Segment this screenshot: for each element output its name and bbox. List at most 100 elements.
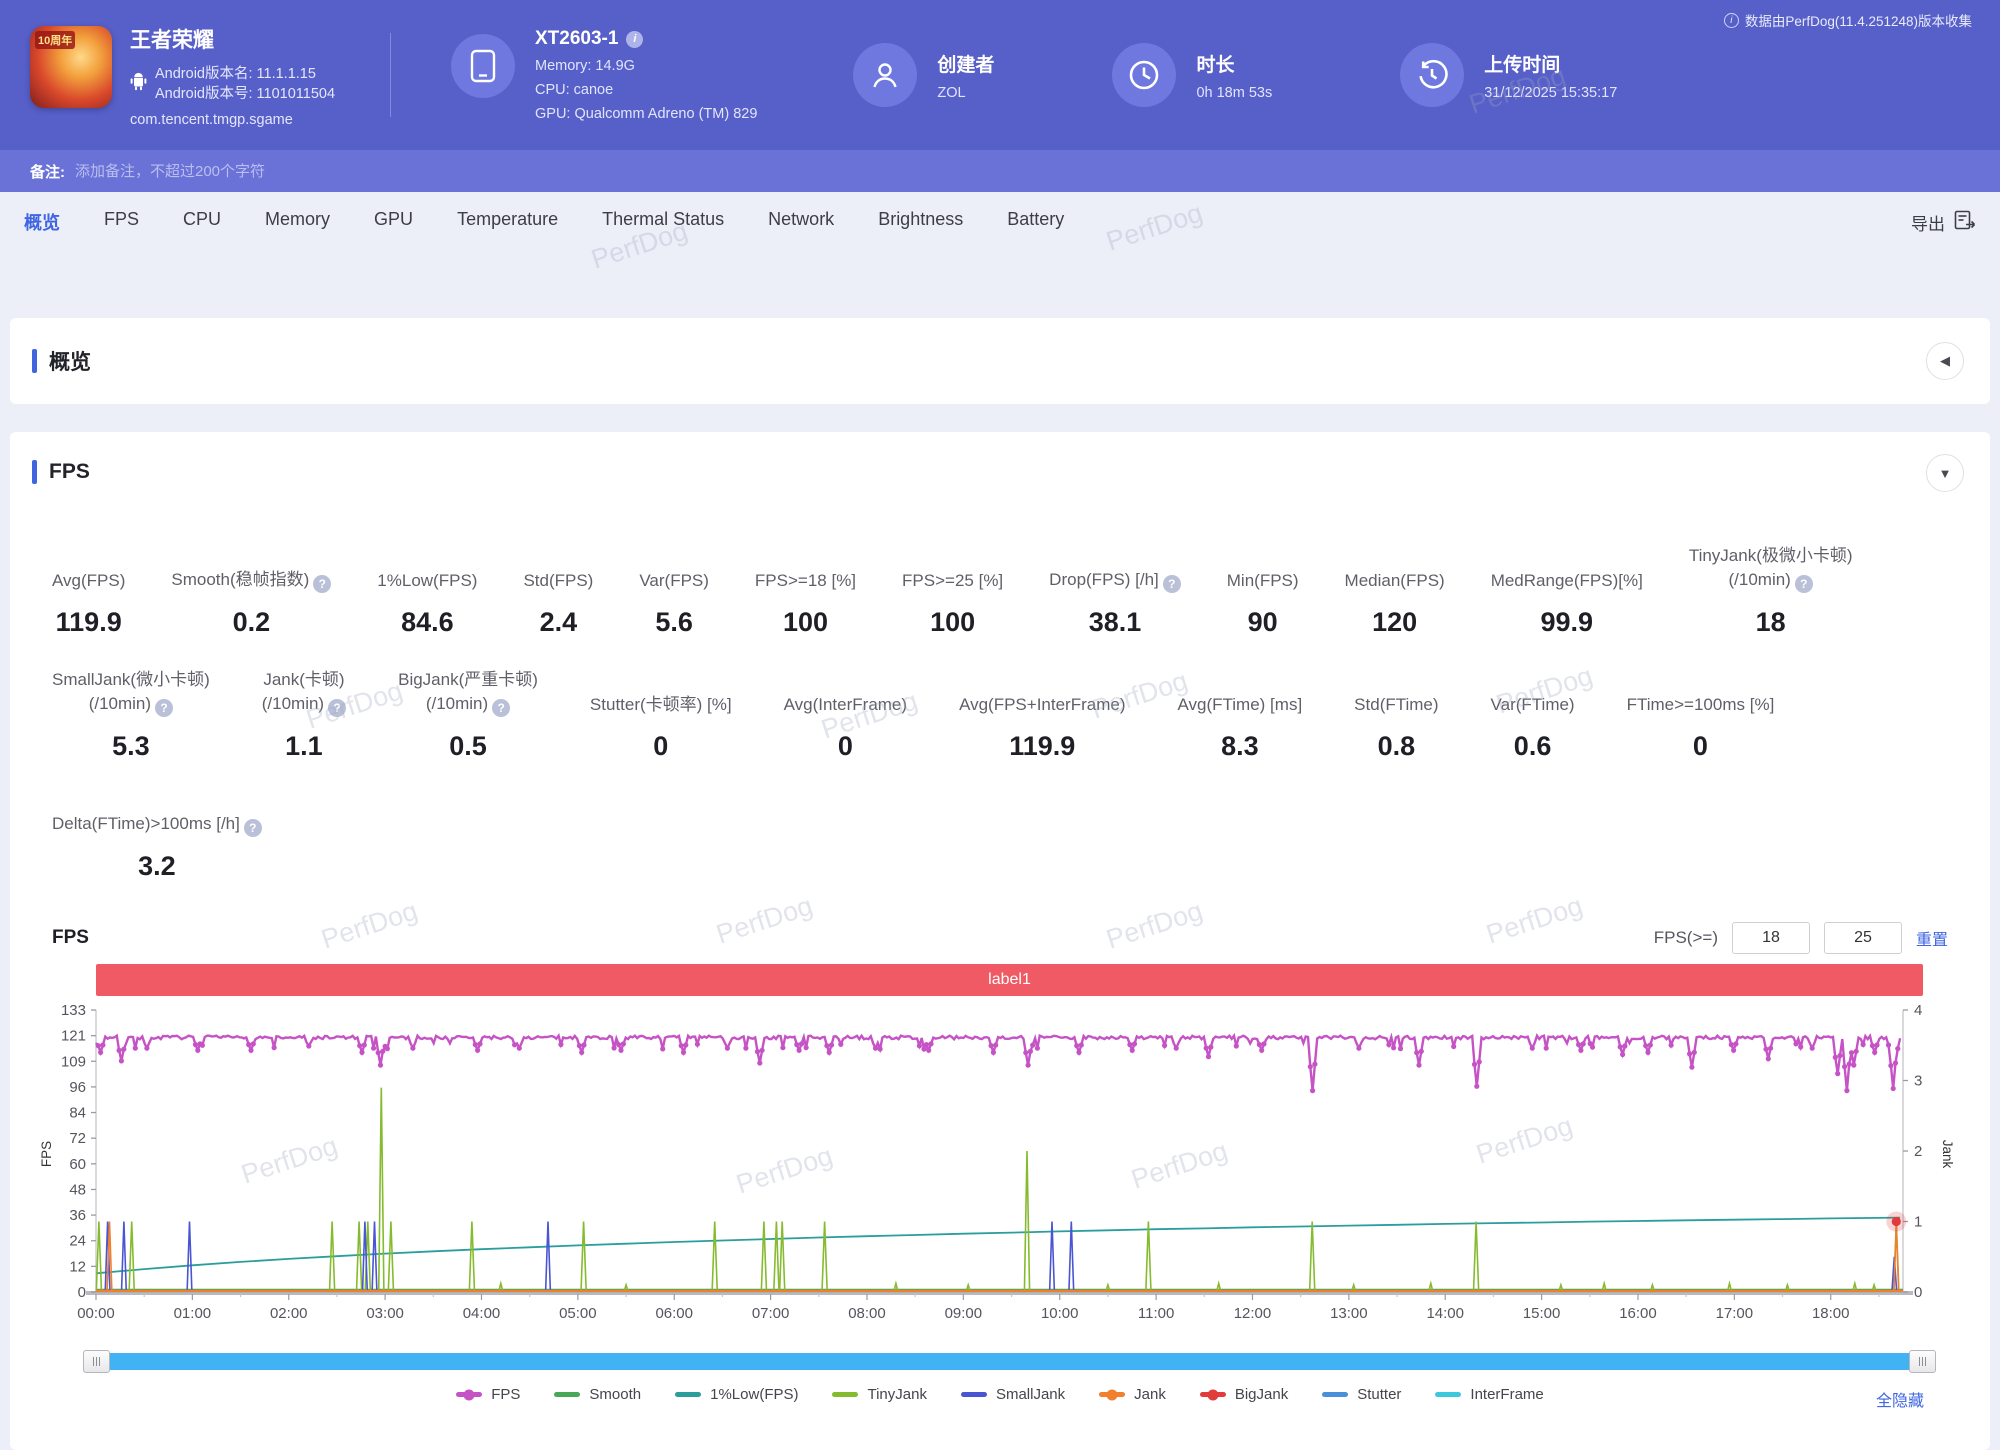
stat-value: 5.3 bbox=[52, 731, 210, 762]
stat-value: 100 bbox=[902, 607, 1003, 638]
stat-medrange-fps-%-: MedRange(FPS)[%]99.9 bbox=[1491, 569, 1643, 638]
app-icon: 10周年 bbox=[30, 26, 112, 108]
stat-label: Jank(卡顿)(/10min)? bbox=[262, 668, 346, 717]
app-title: 王者荣耀 bbox=[130, 24, 335, 54]
stat-label: Var(FTime) bbox=[1491, 693, 1575, 717]
device-info-icon[interactable]: i bbox=[626, 31, 643, 48]
stat-value: 90 bbox=[1227, 607, 1299, 638]
tab-FPS[interactable]: FPS bbox=[104, 209, 139, 235]
tab-Network[interactable]: Network bbox=[768, 209, 834, 235]
device-cpu: CPU: canoe bbox=[535, 82, 757, 98]
chart-scrollbar[interactable] bbox=[96, 1350, 1923, 1374]
stat-label: Std(FPS) bbox=[523, 569, 593, 593]
tab-Battery[interactable]: Battery bbox=[1007, 209, 1064, 235]
scrollbar-track[interactable] bbox=[96, 1353, 1923, 1370]
stat-value: 0.8 bbox=[1354, 731, 1438, 762]
legend-label: Smooth bbox=[589, 1386, 641, 1403]
svg-text:00:00: 00:00 bbox=[77, 1305, 115, 1322]
stat-label: SmallJank(微小卡顿)(/10min)? bbox=[52, 668, 210, 717]
stat-var-fps-: Var(FPS)5.6 bbox=[639, 569, 709, 638]
stat-label: Smooth(稳帧指数)? bbox=[171, 568, 331, 593]
hide-all-link[interactable]: 全隐藏 bbox=[1876, 1387, 1924, 1411]
tab-Memory[interactable]: Memory bbox=[265, 209, 330, 235]
stat-value: 8.3 bbox=[1178, 731, 1303, 762]
stat-value: 119.9 bbox=[52, 607, 125, 638]
scrollbar-left-handle[interactable] bbox=[83, 1350, 110, 1373]
scrollbar-right-handle[interactable] bbox=[1909, 1350, 1936, 1373]
chart-annotation-bar: label1 bbox=[96, 964, 1923, 996]
fps-stats-row-2: SmallJank(微小卡顿)(/10min)? 5.3 Jank(卡顿)(/10m… bbox=[10, 668, 1990, 762]
device-memory: Memory: 14.9G bbox=[535, 58, 757, 74]
tab-Brightness[interactable]: Brightness bbox=[878, 209, 963, 235]
app-icon-badge: 10周年 bbox=[35, 31, 75, 49]
legend-item-jank[interactable]: Jank bbox=[1099, 1386, 1166, 1403]
legend-item-smalljank[interactable]: SmallJank bbox=[961, 1386, 1065, 1403]
help-icon[interactable]: ? bbox=[244, 819, 262, 837]
stat-value: 84.6 bbox=[377, 607, 477, 638]
legend-marker bbox=[832, 1392, 858, 1397]
legend-marker bbox=[675, 1392, 701, 1397]
stat-median-fps-: Median(FPS)120 bbox=[1345, 569, 1445, 638]
help-icon[interactable]: ? bbox=[492, 699, 510, 717]
fps-section-title: FPS bbox=[49, 460, 90, 484]
legend-item-tinyjank[interactable]: TinyJank bbox=[832, 1386, 926, 1403]
stat-label: FPS>=18 [%] bbox=[755, 569, 856, 593]
legend-item-bigjank[interactable]: BigJank bbox=[1200, 1386, 1288, 1403]
legend-item-1%low-fps-[interactable]: 1%Low(FPS) bbox=[675, 1386, 798, 1403]
fps-chart[interactable]: 1331211099684726048362412043210FPSJank00… bbox=[35, 1002, 1985, 1332]
reset-link[interactable]: 重置 bbox=[1916, 926, 1948, 950]
legend-item-smooth[interactable]: Smooth bbox=[554, 1386, 641, 1403]
stat-avg-fps-: Avg(FPS)119.9 bbox=[52, 569, 125, 638]
legend-item-fps[interactable]: FPS bbox=[456, 1386, 520, 1403]
stat-label: MedRange(FPS)[%] bbox=[1491, 569, 1643, 593]
svg-text:13:00: 13:00 bbox=[1330, 1305, 1368, 1322]
help-icon[interactable]: ? bbox=[328, 699, 346, 717]
fps-stats-row-1: Avg(FPS)119.9Smooth(稳帧指数)?0.21%Low(FPS)8… bbox=[10, 544, 1990, 638]
legend-label: TinyJank bbox=[867, 1386, 926, 1403]
tab-CPU[interactable]: CPU bbox=[183, 209, 221, 235]
svg-text:09:00: 09:00 bbox=[945, 1305, 983, 1322]
legend-item-interframe[interactable]: InterFrame bbox=[1435, 1386, 1543, 1403]
svg-text:121: 121 bbox=[61, 1028, 86, 1045]
stat-std-ftime-: Std(FTime) 0.8 bbox=[1354, 693, 1438, 762]
help-icon[interactable]: ? bbox=[155, 699, 173, 717]
help-icon[interactable]: ? bbox=[1795, 575, 1813, 593]
svg-text:12: 12 bbox=[69, 1258, 86, 1275]
svg-text:08:00: 08:00 bbox=[848, 1305, 886, 1322]
export-icon bbox=[1954, 210, 1976, 235]
device-block: XT2603-1i Memory: 14.9G CPU: canoe GPU: … bbox=[451, 28, 757, 122]
collector-note: i 数据由PerfDog(11.4.251248)版本收集 bbox=[1724, 10, 1972, 30]
stat-label: Std(FTime) bbox=[1354, 693, 1438, 717]
legend-label: Stutter bbox=[1357, 1386, 1401, 1403]
stat-stutter-%-: Stutter(卡顿率) [%]0 bbox=[590, 693, 732, 762]
svg-text:1: 1 bbox=[1914, 1214, 1922, 1231]
tab-Thermal Status[interactable]: Thermal Status bbox=[602, 209, 724, 235]
stat-label: TinyJank(极微小卡顿)(/10min)? bbox=[1689, 544, 1853, 593]
tab-GPU[interactable]: GPU bbox=[374, 209, 413, 235]
fps-threshold-input-2[interactable] bbox=[1824, 922, 1902, 954]
tab-Temperature[interactable]: Temperature bbox=[457, 209, 558, 235]
export-button[interactable]: 导出 bbox=[1911, 210, 1976, 235]
stat-smalljank-: SmallJank(微小卡顿)(/10min)? 5.3 bbox=[52, 668, 210, 762]
section-accent-bar bbox=[32, 349, 37, 373]
stat-label: Var(FPS) bbox=[639, 569, 709, 593]
collapse-left-button[interactable]: ◀ bbox=[1926, 342, 1964, 380]
stat-fps>=25-%-: FPS>=25 [%]100 bbox=[902, 569, 1003, 638]
legend-marker bbox=[961, 1392, 987, 1397]
legend-item-stutter[interactable]: Stutter bbox=[1322, 1386, 1401, 1403]
legend-label: 1%Low(FPS) bbox=[710, 1386, 798, 1403]
help-icon[interactable]: ? bbox=[313, 575, 331, 593]
note-input[interactable] bbox=[75, 163, 1275, 180]
collapse-down-button[interactable]: ▼ bbox=[1926, 454, 1964, 492]
help-icon[interactable]: ? bbox=[1163, 575, 1181, 593]
upload-block: 上传时间 31/12/2025 15:35:17 bbox=[1400, 43, 1617, 107]
phone-icon bbox=[451, 34, 515, 98]
stat-label: 1%Low(FPS) bbox=[377, 569, 477, 593]
duration-value: 0h 18m 53s bbox=[1196, 85, 1272, 101]
fps-threshold-input-1[interactable] bbox=[1732, 922, 1810, 954]
stat-std-fps-: Std(FPS)2.4 bbox=[523, 569, 593, 638]
svg-text:05:00: 05:00 bbox=[559, 1305, 597, 1322]
legend-marker bbox=[1200, 1392, 1226, 1397]
stat-value: 0.5 bbox=[398, 731, 538, 762]
tab-概览[interactable]: 概览 bbox=[24, 209, 60, 235]
